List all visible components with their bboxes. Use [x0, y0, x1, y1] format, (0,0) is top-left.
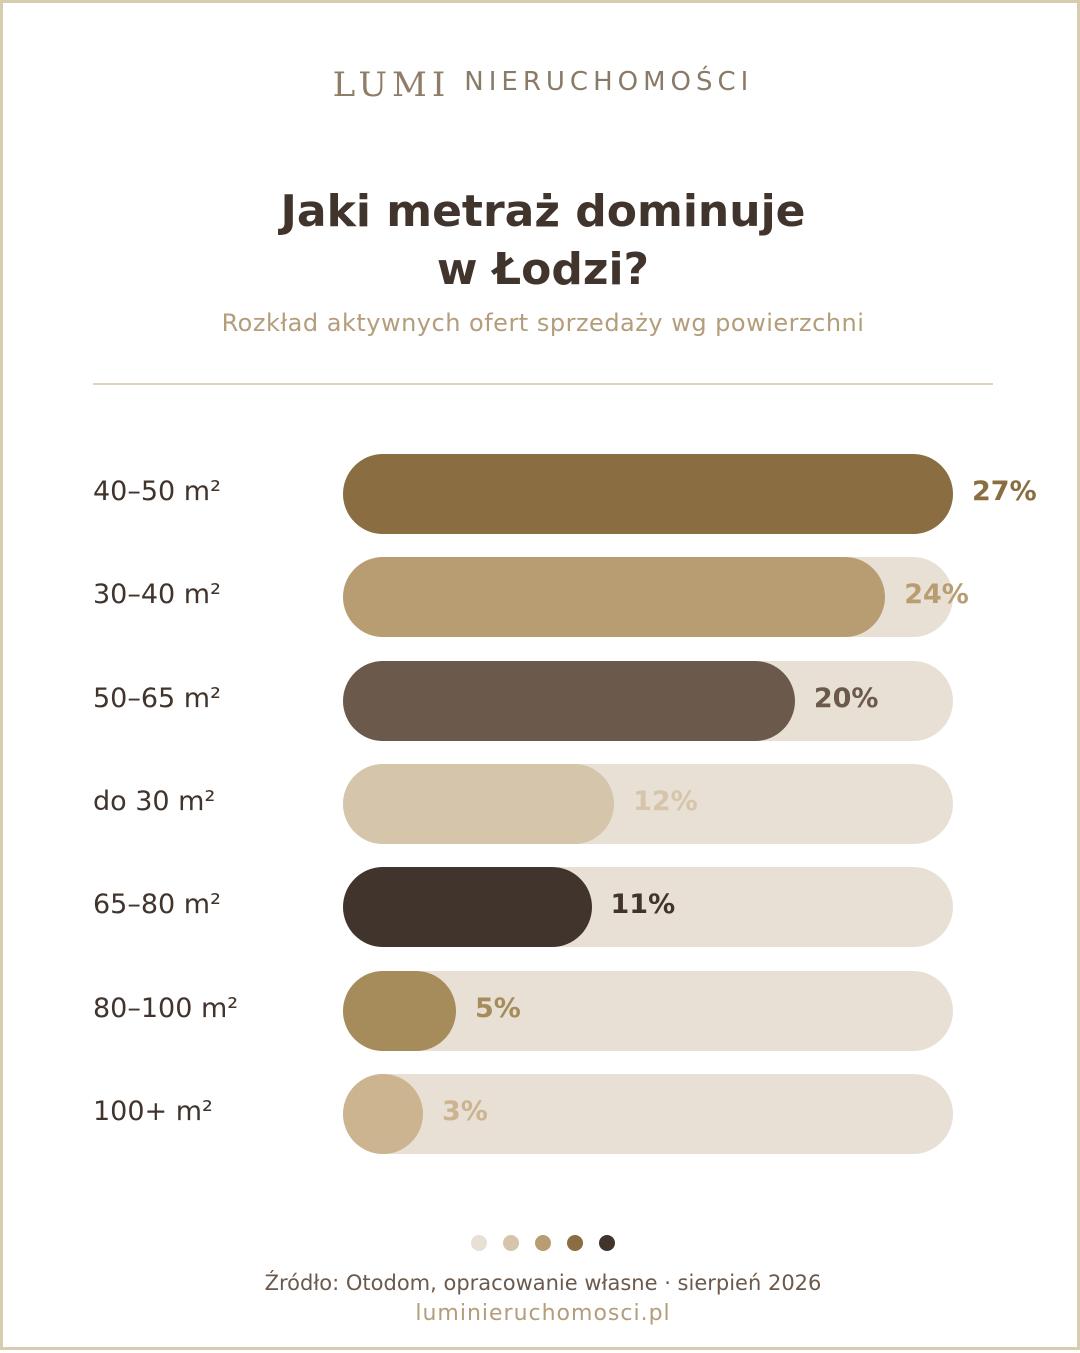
value-label: 24% [904, 579, 969, 611]
bar [343, 1073, 423, 1154]
title-line-1: Jaki metraż dominuje [280, 186, 806, 237]
brand-subname: NIERUCHOMOŚCI [464, 67, 754, 97]
page-title: Jaki metraż dominuje w Łodzi? [3, 183, 1080, 299]
bar-chart: 40–50 m² 27% 30–40 m² 24% 50–65 m² 20% do 30 m… [3, 3, 1080, 1353]
brand-name: LUMI [332, 65, 451, 105]
bar [343, 763, 615, 844]
bar-track [343, 1073, 953, 1154]
category-label: 30–40 m² [93, 579, 221, 611]
category-label: 50–65 m² [93, 682, 221, 714]
pagination-dot[interactable] [535, 1235, 551, 1251]
value-label: 3% [442, 1095, 488, 1127]
value-label: 11% [610, 889, 676, 921]
value-label: 12% [633, 785, 698, 817]
pagination-dots [3, 1235, 1080, 1251]
pagination-dot[interactable] [599, 1235, 615, 1251]
website-link[interactable]: luminieruchomosci.pl [415, 1301, 671, 1326]
title-line-2: w Łodzi? [436, 244, 650, 295]
pagination-dot[interactable] [503, 1235, 519, 1251]
category-label: 65–80 m² [93, 889, 221, 921]
brand-logo: LUMI NIERUCHOMOŚCI [3, 65, 1080, 105]
category-label: 100+ m² [93, 1095, 213, 1127]
source-note: Źródło: Otodom, opracowanie własne · sie… [264, 1271, 822, 1295]
page-subtitle: Rozkład aktywnych ofert sprzedaży wg pow… [221, 309, 865, 337]
pagination-dot[interactable] [471, 1235, 487, 1251]
value-label: 20% [813, 682, 879, 714]
value-label: 5% [474, 992, 521, 1024]
category-label: 80–100 m² [93, 992, 239, 1024]
pagination-dot[interactable] [567, 1235, 583, 1251]
bar [343, 970, 456, 1051]
bar [343, 660, 795, 741]
bar [343, 867, 592, 948]
category-label: do 30 m² [93, 785, 216, 817]
bar [343, 557, 886, 638]
divider [93, 383, 993, 385]
category-label: 40–50 m² [93, 476, 221, 507]
bar [343, 454, 953, 534]
value-label: 27% [972, 476, 1037, 507]
